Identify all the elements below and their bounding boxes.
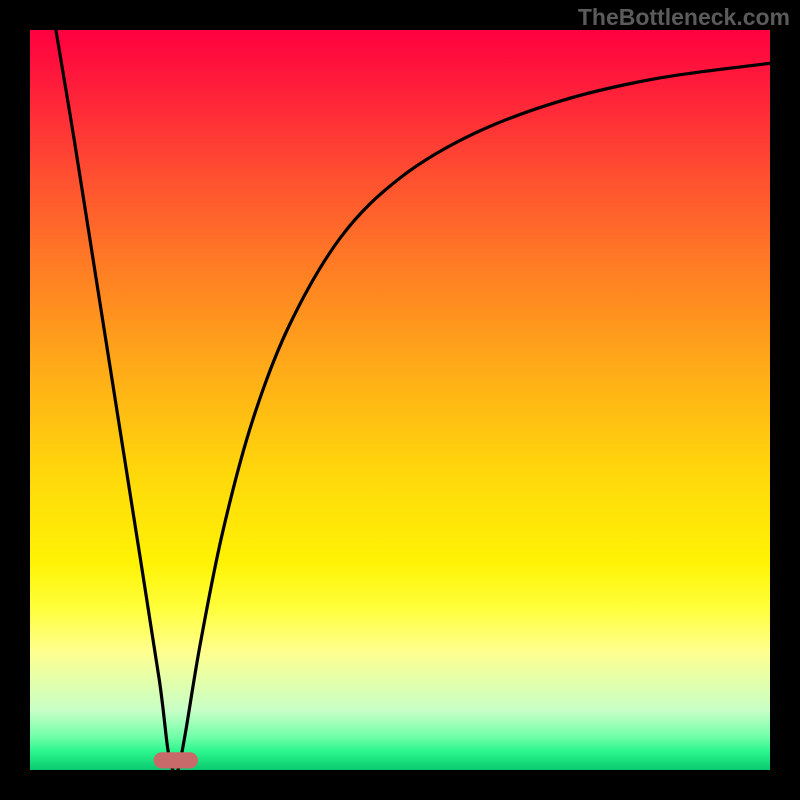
chart-svg <box>0 0 800 800</box>
watermark-text: TheBottleneck.com <box>578 4 790 31</box>
chart-background <box>30 30 770 770</box>
minimum-marker <box>154 752 198 768</box>
chart-stage: TheBottleneck.com <box>0 0 800 800</box>
